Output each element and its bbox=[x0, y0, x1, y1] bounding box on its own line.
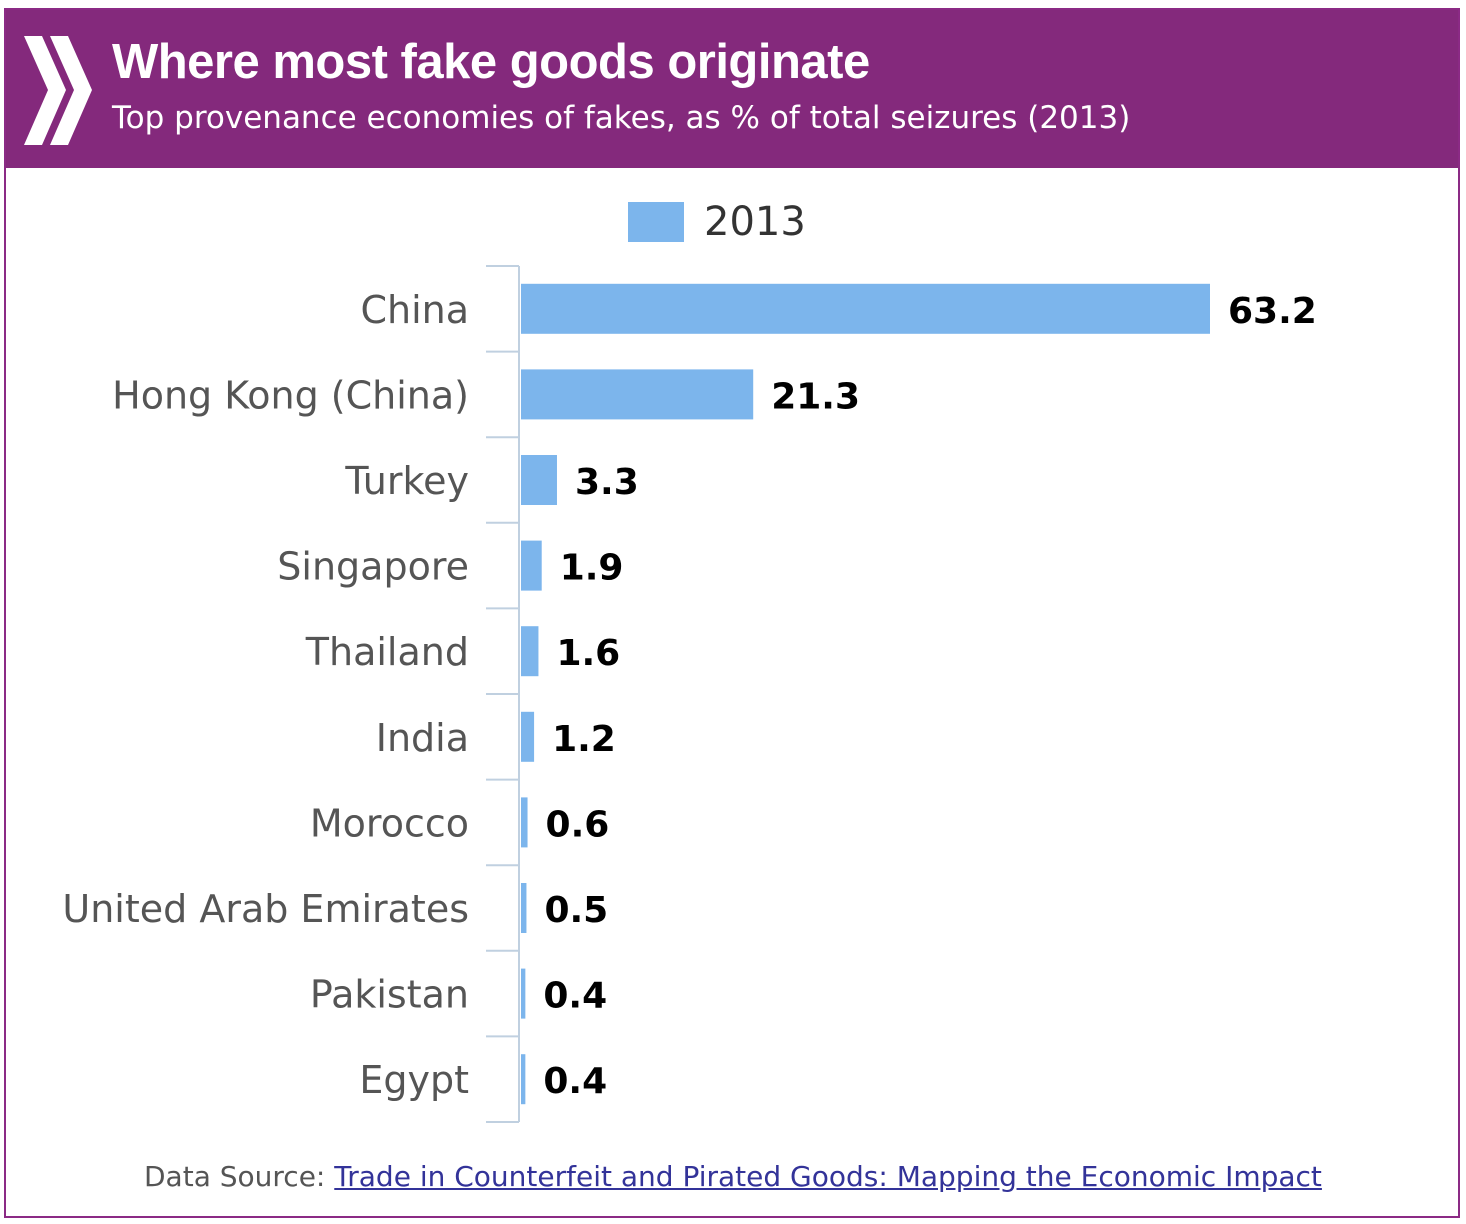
bar bbox=[521, 455, 557, 505]
data-label: 0.4 bbox=[543, 1061, 607, 1102]
bar bbox=[521, 711, 535, 762]
bar bbox=[521, 283, 1210, 334]
tick-label: Hong Kong (China) bbox=[112, 373, 469, 417]
data-label: 0.5 bbox=[544, 890, 608, 931]
bar bbox=[521, 540, 542, 591]
data-label: 63.2 bbox=[1228, 291, 1317, 332]
tick-label: Turkey bbox=[344, 459, 469, 503]
bar bbox=[521, 369, 754, 420]
data-source-link[interactable]: Trade in Counterfeit and Pirated Goods: … bbox=[334, 1160, 1322, 1193]
data-label: 3.3 bbox=[575, 462, 639, 503]
chart-title: Where most fake goods originate bbox=[112, 35, 870, 89]
chart-header: Where most fake goods originate Top prov… bbox=[6, 10, 1458, 168]
tick-label: Thailand bbox=[305, 630, 469, 674]
tick-label: India bbox=[376, 716, 469, 760]
legend-label: 2013 bbox=[704, 199, 806, 245]
data-source-prefix: Data Source: bbox=[144, 1160, 335, 1193]
data-label: 1.9 bbox=[560, 548, 624, 589]
bar bbox=[521, 797, 528, 848]
chart-subtitle: Top provenance economies of fakes, as % … bbox=[112, 100, 1131, 136]
bars: 63.2 21.3 3.3 1.9 1.6 1.2 0.6 0.5 0.4 0.4 bbox=[521, 283, 1317, 1105]
tick-label: Pakistan bbox=[310, 973, 469, 1017]
bar bbox=[521, 626, 539, 677]
bar-chart: China Hong Kong (China) Turkey Singapore Tha… bbox=[62, 265, 1317, 1123]
data-label: 21.3 bbox=[771, 376, 860, 417]
tick-label: Morocco bbox=[310, 801, 469, 845]
tick-label: Egypt bbox=[359, 1058, 469, 1102]
data-source: Data Source: Trade in Counterfeit and Pi… bbox=[144, 1160, 1322, 1193]
oecd-chevron-icon bbox=[24, 36, 92, 145]
tick-label: China bbox=[360, 288, 469, 332]
legend[interactable]: 2013 bbox=[628, 199, 806, 245]
bar bbox=[521, 1054, 526, 1105]
chart-card: Where most fake goods originate Top prov… bbox=[4, 8, 1460, 1218]
category-axis: China Hong Kong (China) Turkey Singapore Tha… bbox=[62, 265, 520, 1123]
bar bbox=[521, 883, 527, 933]
tick-label: United Arab Emirates bbox=[62, 887, 469, 931]
tick-label: Singapore bbox=[277, 545, 469, 589]
legend-swatch bbox=[628, 202, 684, 242]
data-label: 0.4 bbox=[543, 976, 607, 1017]
bar bbox=[521, 968, 526, 1019]
data-label: 0.6 bbox=[546, 804, 610, 845]
data-label: 1.6 bbox=[556, 633, 620, 674]
data-label: 1.2 bbox=[552, 719, 616, 760]
